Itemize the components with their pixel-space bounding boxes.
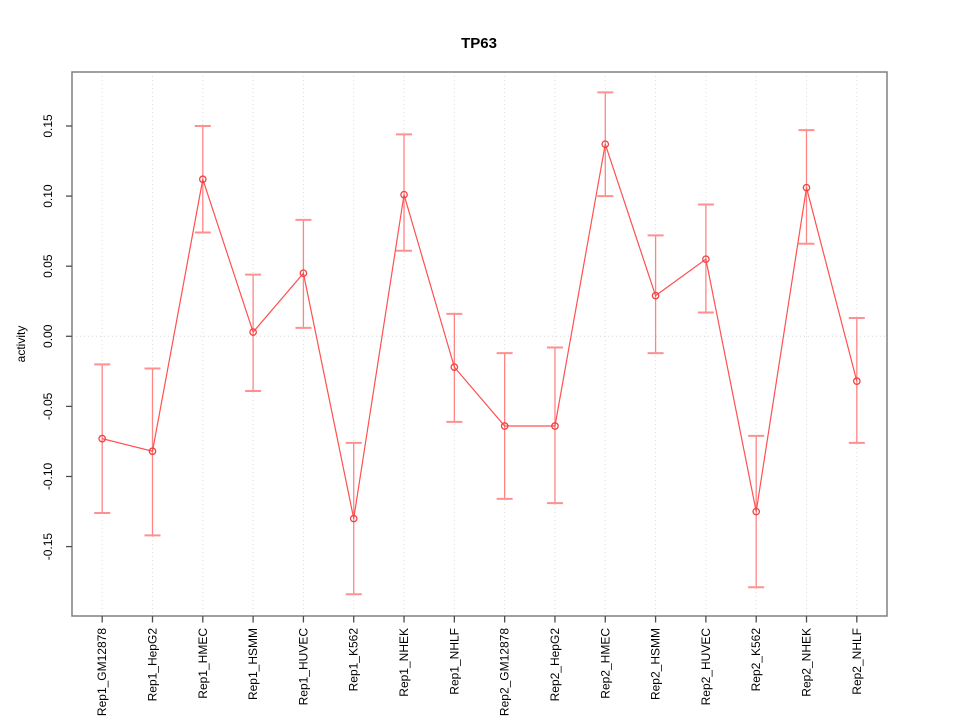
y-tick-label: 0.05: [41, 254, 55, 278]
x-tick-label: Rep1_HSMM: [246, 628, 260, 700]
error-bar: [396, 133, 413, 252]
x-tick-label: Rep2_NHLF: [850, 628, 864, 695]
y-axis-label: activity: [14, 326, 28, 363]
errorbars-layer: [94, 91, 865, 596]
data-point: [702, 255, 710, 264]
data-point: [752, 507, 761, 516]
data-point: [450, 363, 459, 371]
x-tick-label: Rep1_HUVEC: [296, 628, 310, 706]
x-tick-label: Rep1_GM12878: [95, 628, 109, 716]
data-point: [551, 422, 559, 430]
data-point: [601, 140, 610, 149]
x-tick-label: Rep1_HMEC: [196, 628, 210, 699]
x-tick-label: Rep1_NHEK: [397, 628, 411, 697]
plot-border: [71, 71, 888, 617]
y-tick-label: -0.05: [41, 392, 55, 420]
series-line: [102, 144, 858, 519]
data-point: [98, 434, 107, 443]
axes-layer: -0.15 -0.10 -0.05 0.00 0.05 0.10 0.15 Rep1_GM12…: [41, 71, 888, 716]
data-point: [651, 291, 660, 300]
data-point: [802, 183, 811, 192]
data-point: [299, 269, 308, 278]
y-tick-label: -0.10: [41, 462, 55, 490]
x-tick-label: Rep2_HMEC: [598, 628, 612, 699]
data-point: [249, 328, 257, 336]
x-tick-label: Rep2_HepG2: [548, 628, 562, 702]
x-tick-label: Rep2_NHEK: [800, 628, 814, 697]
y-tick-label: 0.10: [41, 184, 55, 208]
chart-title: TP63: [461, 35, 497, 52]
x-tick-label: Rep1_K562: [347, 628, 361, 692]
data-point: [852, 377, 861, 386]
data-point: [148, 447, 157, 456]
data-point: [349, 514, 358, 523]
series-layer: [98, 140, 861, 523]
y-tick-label: 0.15: [41, 114, 55, 138]
data-point: [198, 175, 207, 184]
x-tick-label: Rep2_K562: [749, 628, 763, 692]
x-tick-label: Rep1_HepG2: [145, 628, 159, 702]
y-tick-label: -0.15: [41, 533, 55, 561]
x-tick-label: Rep2_GM12878: [498, 628, 512, 716]
data-point: [400, 190, 408, 199]
error-bar: [144, 367, 161, 537]
gridlines-layer: [72, 72, 887, 616]
x-tick-label: Rep1_NHLF: [447, 628, 461, 695]
data-point: [500, 422, 509, 430]
y-tick-label: 0.00: [41, 324, 55, 348]
x-tick-label: Rep2_HSMM: [649, 628, 663, 700]
x-tick-label: Rep2_HUVEC: [699, 628, 713, 706]
error-bar: [798, 129, 815, 245]
